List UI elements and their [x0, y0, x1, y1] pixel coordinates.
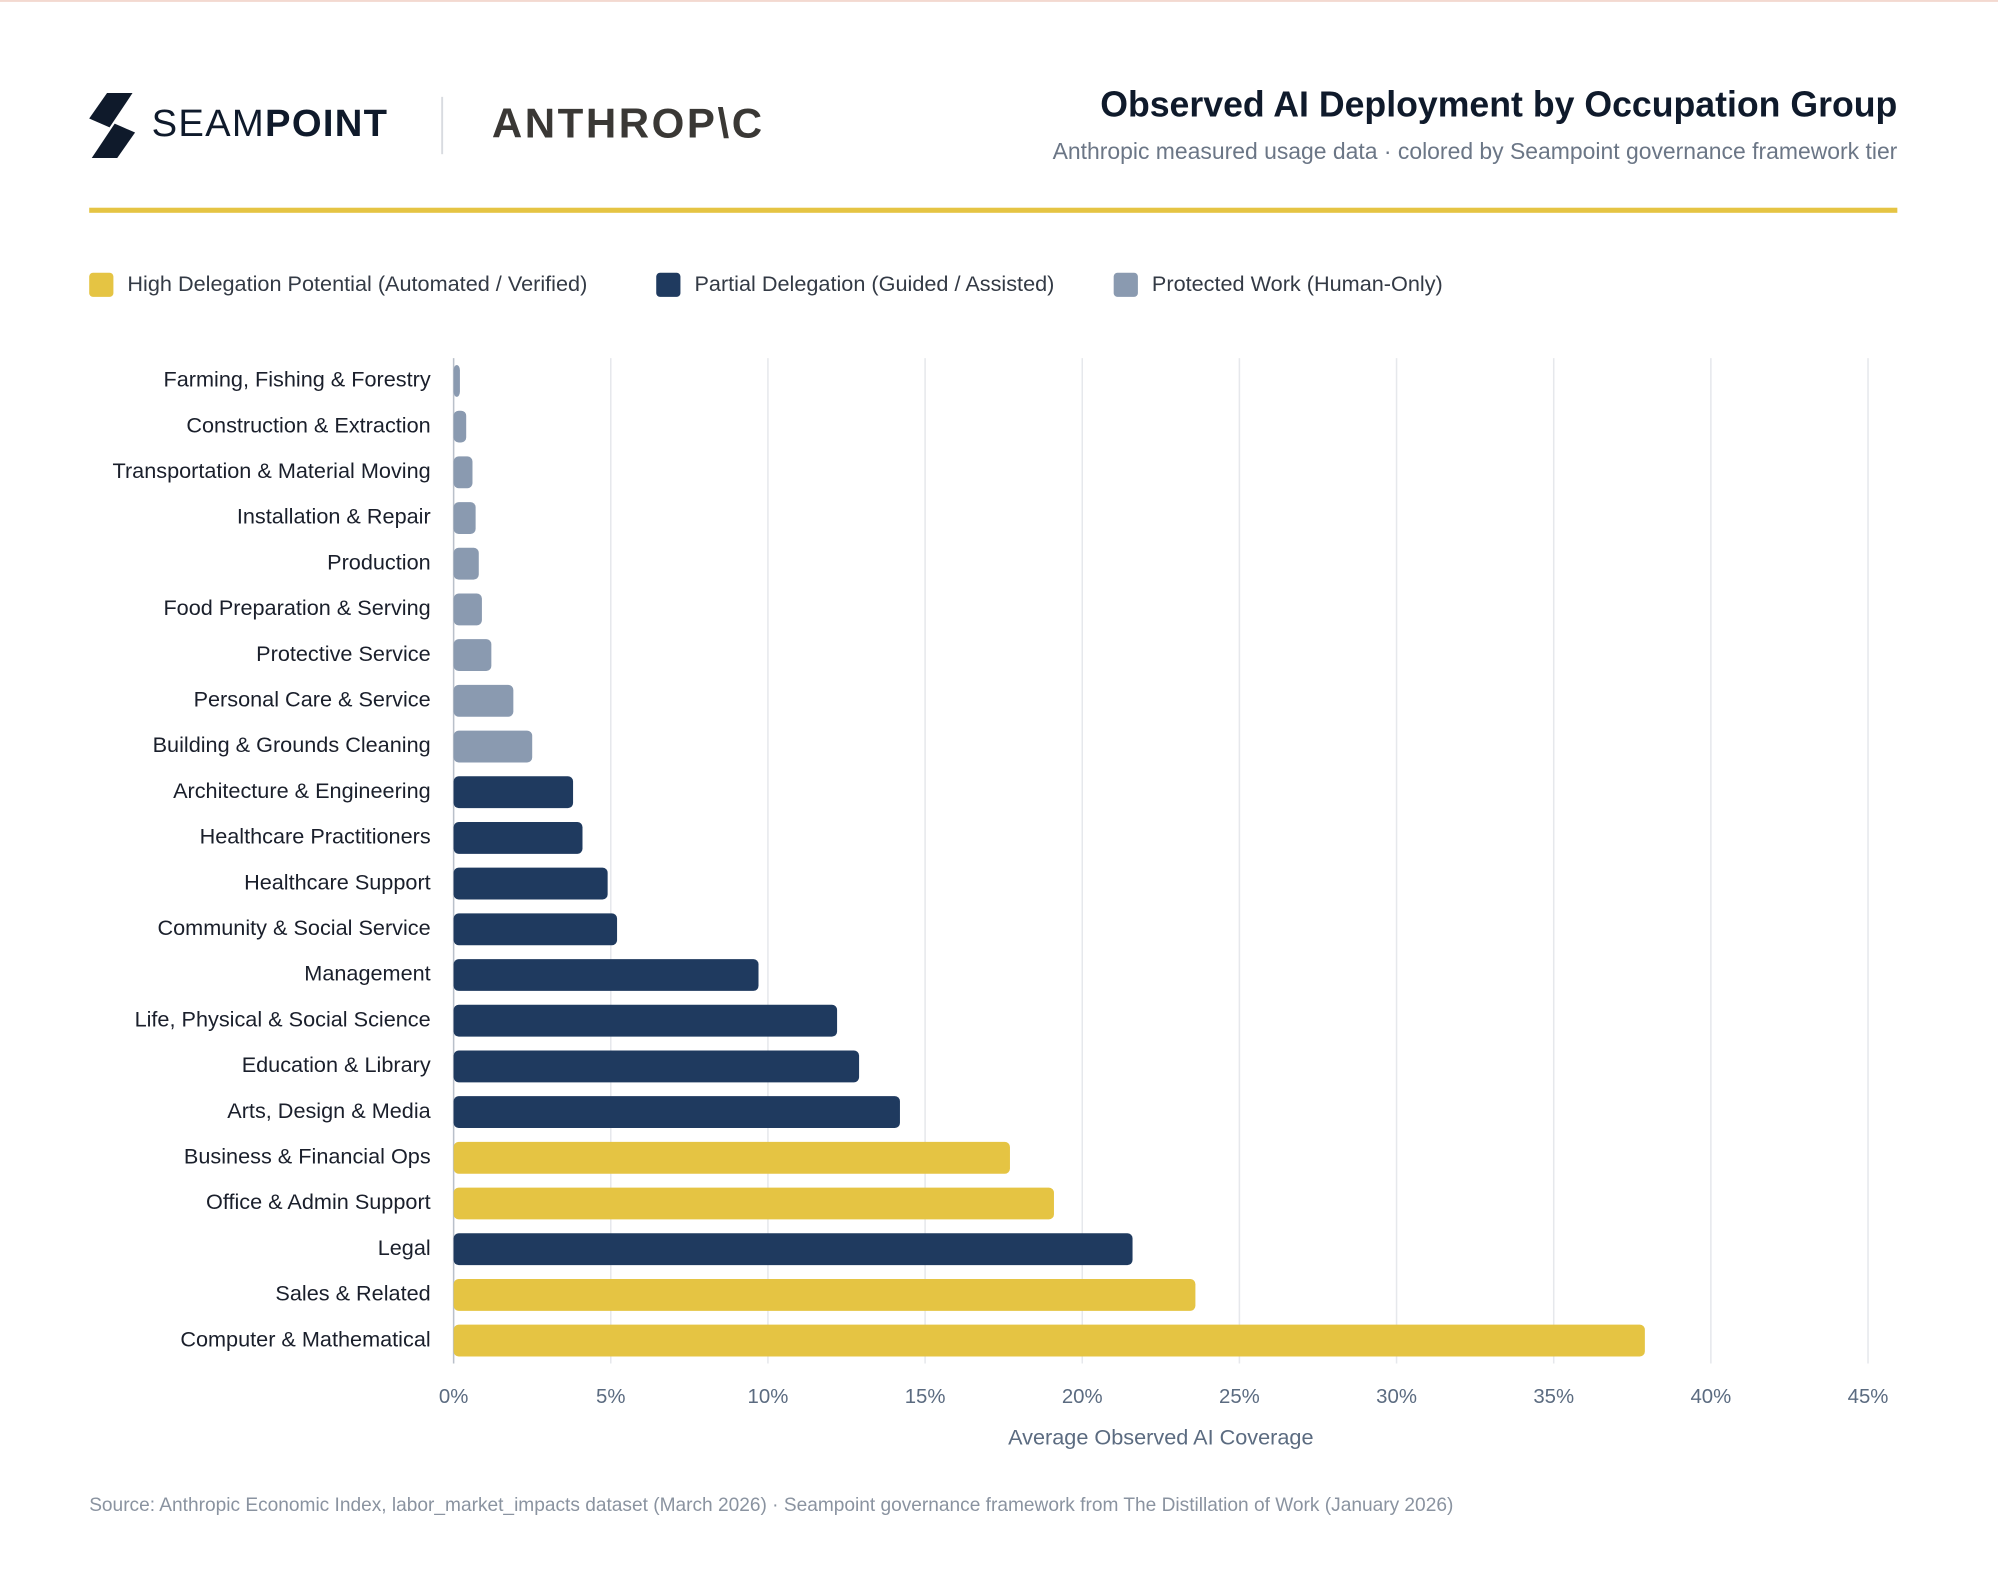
bar: [453, 547, 479, 580]
y-tick-label: Community & Social Service: [157, 915, 430, 940]
bar: [453, 684, 514, 717]
x-tick-label: 45%: [1848, 1386, 1889, 1408]
x-tick-label: 40%: [1690, 1386, 1731, 1408]
y-tick-label: Food Preparation & Serving: [163, 595, 430, 620]
legend-label: Protected Work (Human-Only): [1152, 271, 1443, 296]
y-tick-label: Arts, Design & Media: [227, 1098, 431, 1123]
logo-mark: [91, 123, 136, 159]
bar: [453, 730, 533, 763]
bar: [453, 1233, 1133, 1266]
y-tick-label: Farming, Fishing & Forestry: [164, 367, 431, 392]
chart-subtitle: Anthropic measured usage data · colored …: [1053, 138, 1898, 164]
bar: [453, 364, 460, 397]
logo-mark: [89, 93, 133, 128]
y-tick-label: Legal: [378, 1235, 431, 1260]
legend-swatch: [1113, 272, 1138, 297]
anthropic-logo: ANTHROP\C: [492, 99, 765, 146]
bar: [453, 1096, 900, 1129]
x-tick-label: 15%: [905, 1386, 946, 1408]
bar: [453, 1324, 1645, 1357]
bar: [453, 776, 574, 809]
legend-swatch: [89, 272, 114, 297]
bar: [453, 867, 608, 900]
y-tick-label: Building & Grounds Cleaning: [153, 732, 431, 757]
bar: [453, 1050, 860, 1083]
chart-title: Observed AI Deployment by Occupation Gro…: [1100, 84, 1897, 124]
legend-swatch: [656, 272, 681, 297]
y-tick-label: Sales & Related: [275, 1281, 430, 1306]
bar: [453, 821, 583, 854]
bar: [453, 1278, 1196, 1311]
top-border: [0, 0, 1998, 2]
y-tick-label: Healthcare Support: [244, 869, 431, 894]
legend-label: High Delegation Potential (Automated / V…: [127, 271, 587, 296]
bar: [453, 1004, 838, 1037]
y-tick-label: Business & Financial Ops: [184, 1144, 431, 1169]
x-tick-label: 25%: [1219, 1386, 1260, 1408]
brand-text: SEAMPOINT: [152, 102, 389, 145]
brand-light: SEAM: [152, 102, 265, 145]
bar: [453, 410, 467, 443]
y-tick-label: Education & Library: [242, 1052, 431, 1077]
y-tick-label: Protective Service: [256, 641, 431, 666]
source-note: Source: Anthropic Economic Index, labor_…: [89, 1495, 1453, 1516]
y-tick-label: Life, Physical & Social Science: [135, 1006, 431, 1031]
x-tick-label: 30%: [1376, 1386, 1417, 1408]
bar: [453, 502, 476, 534]
seampoint-logo: SEAMPOINT: [89, 93, 389, 159]
y-tick-label: Production: [327, 549, 431, 574]
x-tick-label: 5%: [596, 1386, 625, 1408]
y-tick-label: Personal Care & Service: [194, 687, 431, 712]
bar: [453, 913, 618, 946]
y-tick-label: Office & Admin Support: [206, 1189, 431, 1214]
y-tick-label: Healthcare Practitioners: [200, 824, 431, 849]
x-tick-label: 35%: [1533, 1386, 1574, 1408]
bar: [453, 456, 473, 489]
bar: [453, 593, 482, 626]
bar: [453, 959, 759, 991]
bar: [453, 639, 492, 672]
y-tick-label: Management: [304, 961, 430, 986]
x-tick-label: 0%: [439, 1386, 468, 1408]
bar: [453, 1187, 1054, 1220]
x-tick-label: 20%: [1062, 1386, 1103, 1408]
x-tick-label: 10%: [748, 1386, 789, 1408]
y-tick-label: Architecture & Engineering: [173, 778, 431, 803]
header-rule: [89, 207, 1898, 213]
x-axis-label: Average Observed AI Coverage: [1008, 1424, 1313, 1449]
legend-label: Partial Delegation (Guided / Assisted): [694, 271, 1054, 296]
y-tick-label: Transportation & Material Moving: [113, 458, 431, 483]
y-tick-label: Construction & Extraction: [186, 412, 430, 437]
bar: [453, 1141, 1010, 1174]
y-tick-label: Computer & Mathematical: [180, 1326, 430, 1351]
y-tick-label: Installation & Repair: [237, 504, 431, 529]
brand-bold: POINT: [265, 102, 388, 145]
